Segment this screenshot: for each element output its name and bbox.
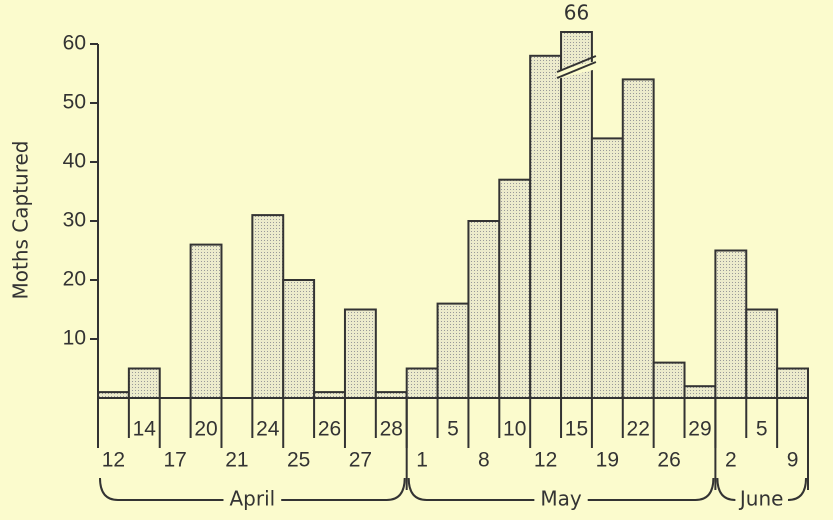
x-tick-label: 1 xyxy=(416,449,428,472)
x-tick-label: 22 xyxy=(627,418,650,441)
y-tick-label: 20 xyxy=(63,268,86,291)
y-axis-label: Moths Captured xyxy=(9,140,33,299)
group-bracket xyxy=(407,477,715,501)
bar xyxy=(683,385,717,400)
bar xyxy=(590,137,624,399)
x-tick-label: 10 xyxy=(503,418,526,441)
bar xyxy=(189,243,223,399)
x-tick-label: 20 xyxy=(194,418,217,441)
y-tick-label: 50 xyxy=(63,91,86,114)
axis-break xyxy=(556,55,597,73)
bar xyxy=(652,361,686,400)
x-tick-label: 5 xyxy=(447,418,459,441)
bar xyxy=(498,178,532,399)
bar xyxy=(560,31,593,399)
bar xyxy=(621,78,655,400)
x-tick-label: 5 xyxy=(756,418,768,441)
group-label: April xyxy=(229,487,275,511)
x-tick-label: 8 xyxy=(478,449,490,472)
bar xyxy=(776,367,809,399)
bar xyxy=(374,391,408,400)
y-tick-label: 30 xyxy=(63,209,86,232)
y-tick-label: 10 xyxy=(63,327,86,350)
value-label: 66 xyxy=(564,1,589,25)
bar xyxy=(467,220,501,399)
x-tick-label: 17 xyxy=(163,449,186,472)
x-tick-label: 24 xyxy=(256,418,280,441)
group-label: June xyxy=(738,487,784,511)
bar xyxy=(282,279,316,399)
x-tick-label: 9 xyxy=(787,449,799,472)
bar xyxy=(127,367,161,399)
x-tick-label: 26 xyxy=(318,418,341,441)
x-tick-label: 2 xyxy=(725,449,737,472)
bar xyxy=(405,367,439,399)
x-tick-label: 28 xyxy=(380,418,403,441)
x-tick-label: 19 xyxy=(596,449,619,472)
y-tick-label: 40 xyxy=(63,150,86,173)
x-tick-label: 12 xyxy=(534,449,557,472)
x-tick-label: 14 xyxy=(133,418,157,441)
x-tick-label: 21 xyxy=(225,449,248,472)
bar xyxy=(343,308,377,399)
x-tick-label: 27 xyxy=(349,449,372,472)
group-bracket xyxy=(716,477,807,501)
axis-break xyxy=(556,61,597,79)
group-label: May xyxy=(540,487,582,511)
bar xyxy=(97,391,130,400)
bar xyxy=(436,302,470,400)
x-tick-label: 29 xyxy=(688,418,711,441)
bar xyxy=(745,308,779,399)
x-tick-label: 12 xyxy=(102,449,125,472)
bar xyxy=(313,391,346,400)
x-tick-label: 25 xyxy=(287,449,310,472)
x-tick-label: 26 xyxy=(657,449,680,472)
y-tick-label: 60 xyxy=(63,32,86,55)
bar xyxy=(714,249,748,399)
bar xyxy=(251,214,285,399)
bar xyxy=(529,54,563,400)
x-tick-label: 15 xyxy=(565,418,588,441)
group-bracket xyxy=(99,477,406,501)
